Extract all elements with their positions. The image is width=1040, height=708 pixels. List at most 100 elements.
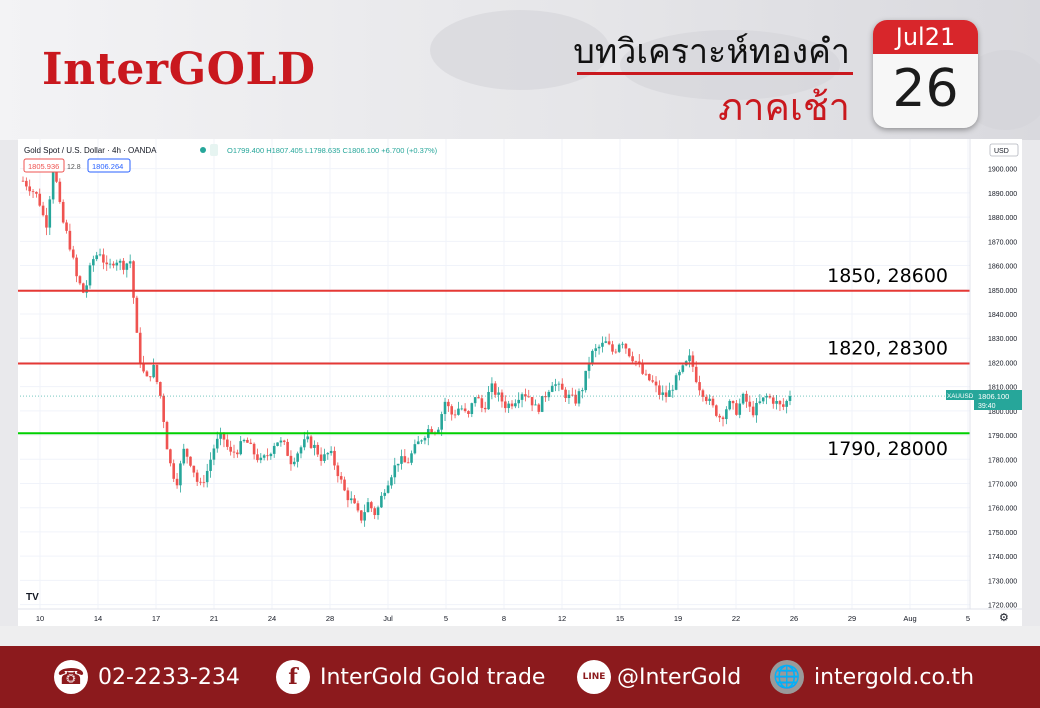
- footer-phone[interactable]: ☎ 02-2233-234: [54, 659, 240, 695]
- candle-body: [621, 343, 624, 345]
- candle-body: [400, 456, 403, 464]
- candle-body: [658, 385, 661, 395]
- candle-body: [259, 457, 263, 461]
- footer-website[interactable]: 🌐 intergold.co.th: [770, 659, 974, 695]
- candle-body: [594, 348, 598, 351]
- candle-body: [279, 440, 283, 443]
- candle-body: [229, 446, 232, 452]
- candle-body: [366, 502, 370, 513]
- candle-body: [550, 385, 554, 392]
- candle-body: [671, 389, 675, 391]
- candle-body: [544, 396, 547, 398]
- candle-body: [239, 441, 243, 455]
- candle-body: [88, 265, 92, 286]
- phone-number: 02-2233-234: [98, 664, 240, 690]
- candle-body: [457, 408, 460, 415]
- candle-body: [510, 403, 514, 407]
- facebook-name: InterGold Gold trade: [320, 664, 546, 690]
- tradingview-logo-icon: TV: [26, 592, 39, 603]
- buy-price-box[interactable]: [87, 158, 131, 173]
- candle-body: [701, 390, 705, 397]
- candle-body: [48, 199, 52, 228]
- candle-body: [681, 365, 685, 372]
- candle-body: [81, 283, 85, 293]
- candle-body: [755, 402, 758, 416]
- candle-body: [406, 462, 410, 464]
- candle-body: [664, 392, 668, 397]
- candle-body: [470, 403, 474, 415]
- candle-body: [775, 400, 778, 404]
- candle-body: [65, 222, 68, 231]
- y-tick-label: 1880.000: [988, 215, 1017, 222]
- chart-panel[interactable]: 1849.5691850, 286001819.5781820, 2830017…: [18, 139, 1022, 626]
- x-tick-label: 8: [502, 614, 506, 623]
- candle-body: [336, 465, 340, 477]
- price-chart[interactable]: 1849.5691850, 286001819.5781820, 2830017…: [18, 139, 1022, 626]
- footer-line[interactable]: LINE @InterGold: [577, 659, 741, 695]
- candle-body: [721, 417, 725, 420]
- y-tick-label: 1820.000: [988, 360, 1017, 367]
- candle-body: [715, 405, 718, 416]
- level-annotation: 1820, 28300: [827, 337, 948, 359]
- candle-body: [782, 404, 785, 407]
- candle-body: [71, 249, 75, 258]
- y-tick-label: 1830.000: [988, 336, 1017, 343]
- candle-body: [741, 393, 745, 404]
- candle-body: [745, 393, 748, 402]
- candle-body: [92, 259, 95, 266]
- candle-body: [363, 512, 366, 521]
- candle-body: [135, 297, 139, 333]
- candle-body: [162, 395, 165, 422]
- candle-body: [788, 396, 792, 401]
- footer-facebook[interactable]: f InterGold Gold trade: [276, 659, 545, 695]
- candle-body: [282, 440, 286, 442]
- candle-body: [725, 409, 728, 420]
- candle-body: [303, 439, 306, 448]
- x-tick-label: 14: [94, 614, 102, 623]
- candle-body: [718, 415, 721, 418]
- candle-body: [58, 181, 62, 202]
- line-id: @InterGold: [617, 664, 742, 690]
- y-tick-label: 1800.000: [988, 409, 1017, 416]
- x-tick-label: 22: [732, 614, 740, 623]
- candle-body: [313, 444, 316, 448]
- candle-body: [202, 481, 206, 483]
- candle-body: [624, 343, 628, 349]
- candle-body: [617, 344, 621, 352]
- candle-body: [205, 470, 209, 483]
- candle-body: [393, 465, 397, 478]
- x-tick-label: Aug: [903, 614, 916, 623]
- spread-value: 12.8: [67, 164, 81, 171]
- y-tick-label: 1730.000: [988, 578, 1017, 585]
- candle-body: [41, 205, 45, 216]
- sell-price-box[interactable]: [23, 158, 65, 173]
- world-map-shape: [620, 30, 840, 100]
- y-tick-label: 1750.000: [988, 530, 1017, 537]
- candle-body: [416, 441, 420, 445]
- candle-body: [514, 403, 517, 407]
- candle-body: [648, 374, 651, 381]
- x-tick-label: 21: [210, 614, 218, 623]
- candle-body: [497, 392, 500, 395]
- candle-body: [493, 383, 497, 395]
- candle-body: [390, 477, 393, 486]
- status-dot-icon: [200, 147, 206, 153]
- chart-settings-icon[interactable]: ⚙: [999, 611, 1009, 624]
- candle-body: [540, 396, 544, 412]
- candle-body: [112, 263, 115, 266]
- candle-body: [155, 365, 159, 383]
- candle-body: [460, 408, 464, 410]
- candle-body: [159, 382, 162, 396]
- candle-body: [222, 432, 226, 440]
- y-tick-label: 1860.000: [988, 264, 1017, 271]
- y-axis-panel[interactable]: [970, 139, 1022, 609]
- candle-body: [423, 437, 427, 441]
- candle-body: [306, 436, 309, 440]
- candle-body: [517, 399, 521, 404]
- x-tick-label: 26: [790, 614, 798, 623]
- candle-body: [761, 397, 765, 402]
- candle-body: [75, 257, 78, 277]
- currency-button[interactable]: [989, 143, 1019, 157]
- candle-body: [651, 380, 654, 382]
- indicator-toggle[interactable]: [210, 144, 218, 156]
